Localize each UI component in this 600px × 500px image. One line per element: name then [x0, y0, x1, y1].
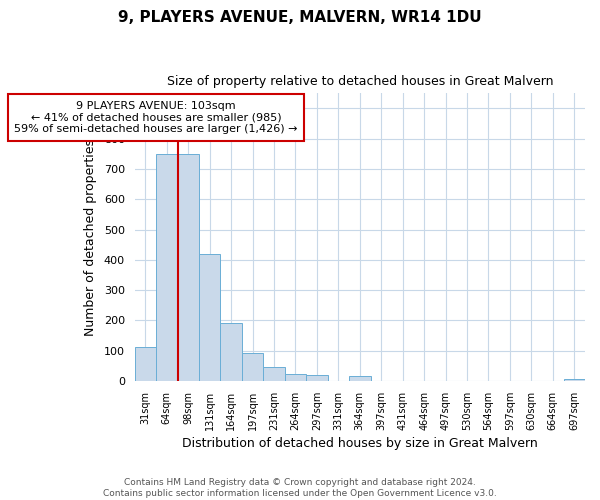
Bar — [199, 254, 220, 381]
Bar — [263, 368, 285, 381]
Text: 9 PLAYERS AVENUE: 103sqm
← 41% of detached houses are smaller (985)
59% of semi-: 9 PLAYERS AVENUE: 103sqm ← 41% of detach… — [14, 101, 298, 134]
Bar — [306, 375, 328, 381]
X-axis label: Distribution of detached houses by size in Great Malvern: Distribution of detached houses by size … — [182, 437, 538, 450]
Bar — [178, 154, 199, 381]
Title: Size of property relative to detached houses in Great Malvern: Size of property relative to detached ho… — [167, 75, 553, 88]
Bar — [134, 346, 156, 381]
Bar — [220, 324, 242, 381]
Bar — [349, 376, 371, 381]
Y-axis label: Number of detached properties: Number of detached properties — [84, 138, 97, 336]
Bar — [156, 154, 178, 381]
Text: Contains HM Land Registry data © Crown copyright and database right 2024.
Contai: Contains HM Land Registry data © Crown c… — [103, 478, 497, 498]
Text: 9, PLAYERS AVENUE, MALVERN, WR14 1DU: 9, PLAYERS AVENUE, MALVERN, WR14 1DU — [118, 10, 482, 25]
Bar — [242, 353, 263, 381]
Bar — [563, 380, 585, 381]
Bar — [285, 374, 306, 381]
